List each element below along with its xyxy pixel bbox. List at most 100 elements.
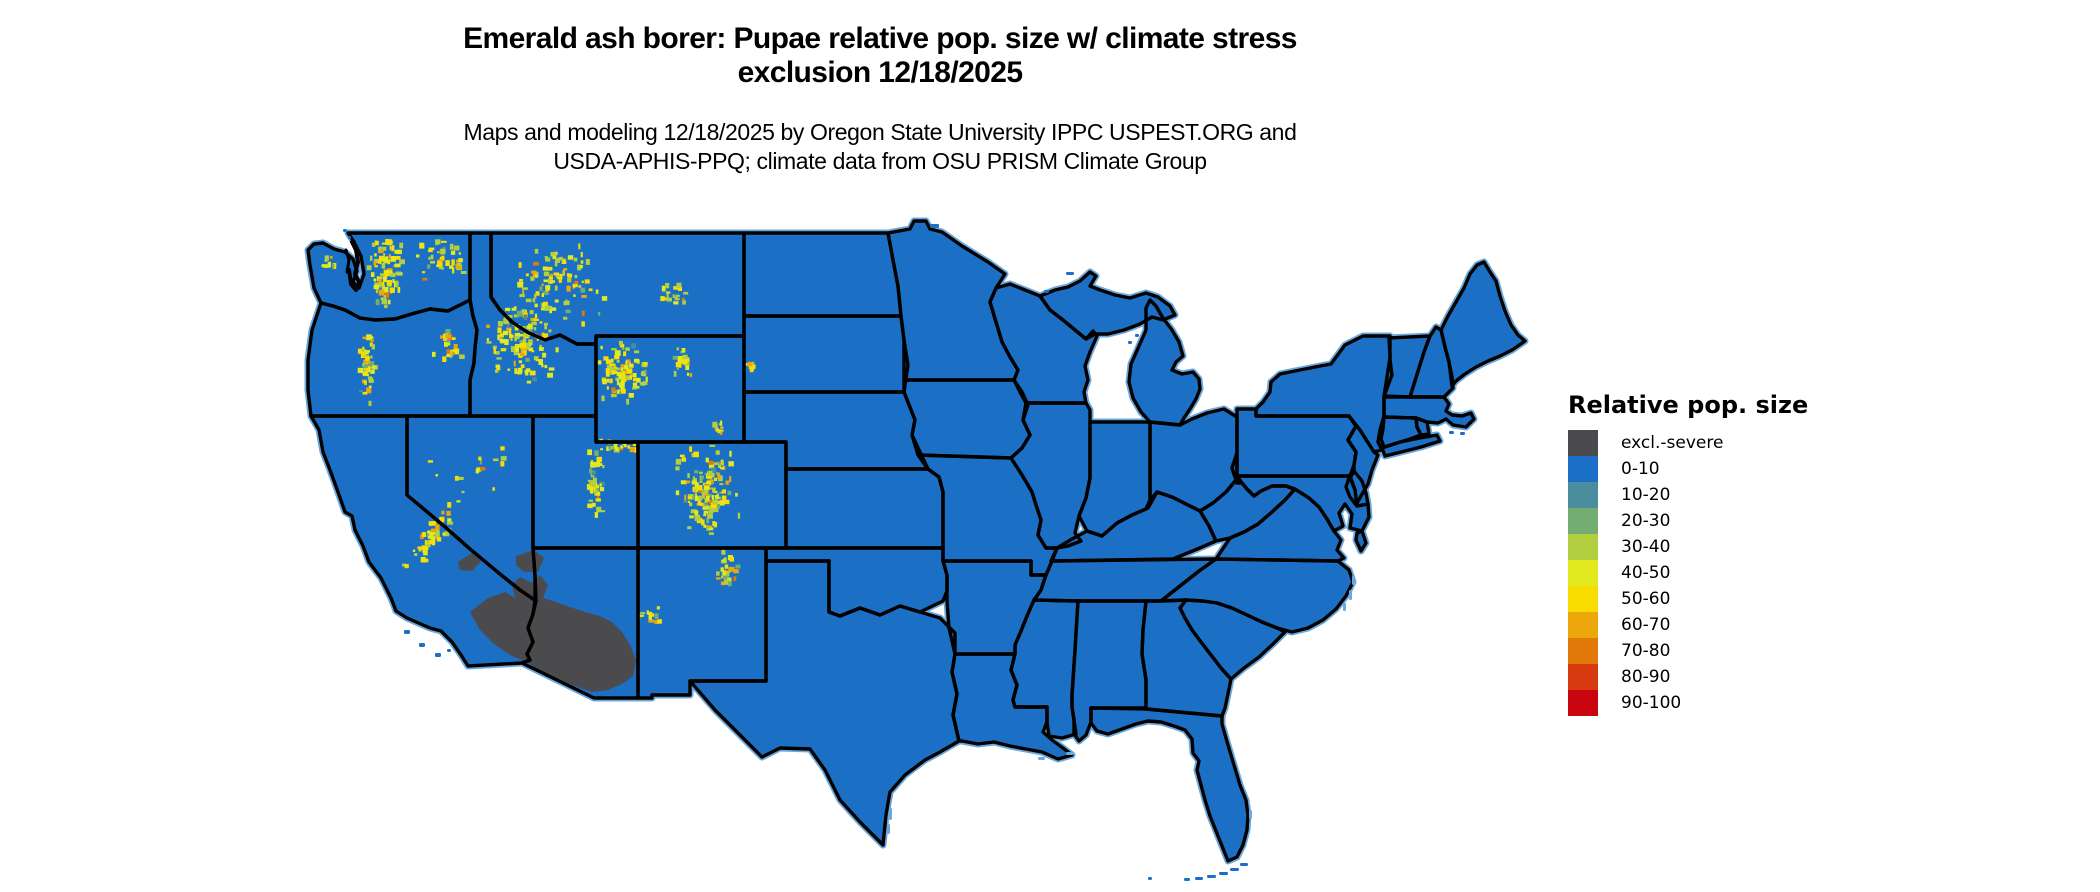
legend-row-excl.-severe: excl.-severe [1568,430,1808,456]
shallow-fringe-5 [889,808,892,820]
state-fill-new-mexico [638,548,766,698]
legend-label: 80-90 [1621,667,1671,687]
state-border-virginia [1214,487,1346,563]
legend-row-60-70: 60-70 [1568,612,1808,638]
island-9 [1066,272,1074,275]
state-border-michigan-upper [1038,270,1177,341]
map-header: Emerald ash borer: Pupae relative pop. s… [225,22,1535,176]
state-border-georgia [1140,598,1233,718]
state-fill-tennessee [1034,559,1216,601]
shallow-fringe-6 [887,824,890,834]
island-7 [1460,432,1465,435]
state-fill-maryland [1237,476,1369,531]
state-fill-north-dakota [744,233,901,316]
state-fill-massachusetts [1384,397,1474,427]
state-fill-montana [491,233,744,344]
legend-label: 0-10 [1621,459,1660,479]
legend-label: excl.-severe [1621,433,1724,453]
legend-row-0-10: 0-10 [1568,456,1808,482]
legend-swatch-80-90 [1568,664,1598,690]
state-fill-new-york [1256,336,1392,452]
island-1 [348,236,351,239]
shallow-fringe-0 [1352,575,1355,585]
legend-swatch-20-30 [1568,508,1598,534]
island-4 [435,653,441,657]
speckle-cluster-wy-snowy [712,420,724,435]
island-16 [1207,875,1216,878]
state-fill-virginia [1216,489,1344,561]
legend-label: 50-60 [1621,589,1671,609]
state-border-connecticut [1379,415,1423,449]
legend-swatch-90-100 [1568,690,1598,716]
speckle-cluster-mt-west [511,243,608,327]
legend-swatch-0-10 [1568,456,1598,482]
state-fill-georgia [1142,600,1231,716]
map-title-line-2: exclusion 12/18/2025 [737,56,1023,89]
island-14 [1230,868,1239,871]
state-fill-long-island [1382,435,1440,456]
state-fill-washington [308,233,470,320]
legend-row-80-90: 80-90 [1568,664,1808,690]
shallow-fringe-7 [1249,810,1252,819]
state-fill-florida [1091,708,1248,861]
state-fill-new-hampshire [1410,327,1453,397]
legend-label: 60-70 [1621,615,1671,635]
state-fill-nebraska [744,392,928,469]
island-17 [1195,877,1203,880]
state-fill-missouri [918,455,1057,575]
legend-row-10-20: 10-20 [1568,482,1808,508]
island-0 [343,229,347,232]
island-5 [447,649,451,652]
legend-title: Relative pop. size [1568,391,1809,419]
legend-swatch-50-60 [1568,586,1598,612]
state-fill-kentucky [1051,492,1216,561]
state-fill-west-virginia [1200,453,1295,541]
state-fill-texas [690,561,959,845]
speckle-cluster-wa-cascades [366,239,405,308]
speckle-cluster-ca-sierra [402,502,453,569]
legend-row-90-100: 90-100 [1568,690,1808,716]
speckle-cluster-wa-northeast [416,239,467,281]
shallow-fringe-2 [1343,603,1346,611]
state-fill-indiana [1079,422,1150,536]
state-fill-vermont [1384,336,1430,397]
state-fill-connecticut [1381,417,1421,447]
state-border-new-jersey [1344,414,1380,507]
speckle-cluster-mt-central [660,282,689,305]
shallow-fringe-3 [1066,752,1074,755]
legend-rows: excl.-severe 0-10 10-20 20-30 30-40 40-50 50-6… [1568,430,1808,716]
speckle-cluster-black-hills [744,361,756,373]
state-fill-wyoming [596,336,744,442]
island-2 [404,630,410,634]
legend-swatch-30-40 [1568,534,1598,560]
speckle-cluster-co-rockies [675,444,741,535]
legend-label: 40-50 [1621,563,1671,583]
state-fill-south-dakota [744,316,908,392]
map-title-line-1: Emerald ash borer: Pupae relative pop. s… [463,22,1297,55]
island-12 [1135,334,1139,337]
legend-swatch-40-50 [1568,560,1598,586]
island-11 [1128,341,1132,344]
legend-label: 70-80 [1621,641,1671,661]
speckle-cluster-wy-yellowstone [597,340,648,405]
state-fill-alabama [1072,601,1146,741]
island-8 [930,224,939,228]
shallow-fringe-1 [1349,590,1352,600]
state-fill-illinois [1011,403,1090,548]
legend-swatch-60-70 [1568,612,1598,638]
legend-row-70-80: 70-80 [1568,638,1808,664]
state-fill-iowa [904,380,1030,458]
island-6 [1449,431,1454,434]
state-fill-idaho [470,233,596,416]
map-subtitle: Maps and modeling 12/18/2025 by Oregon S… [225,118,1535,176]
island-18 [1184,878,1190,881]
state-border-texas [688,559,961,847]
state-border-michigan-lower [1127,298,1202,427]
island-3 [419,643,425,647]
speckle-cluster-or-cascades [357,334,378,406]
island-15 [1219,872,1228,875]
map-title: Emerald ash borer: Pupae relative pop. s… [225,22,1535,90]
speckle-cluster-nv-ranges [427,446,507,503]
legend-row-20-30: 20-30 [1568,508,1808,534]
